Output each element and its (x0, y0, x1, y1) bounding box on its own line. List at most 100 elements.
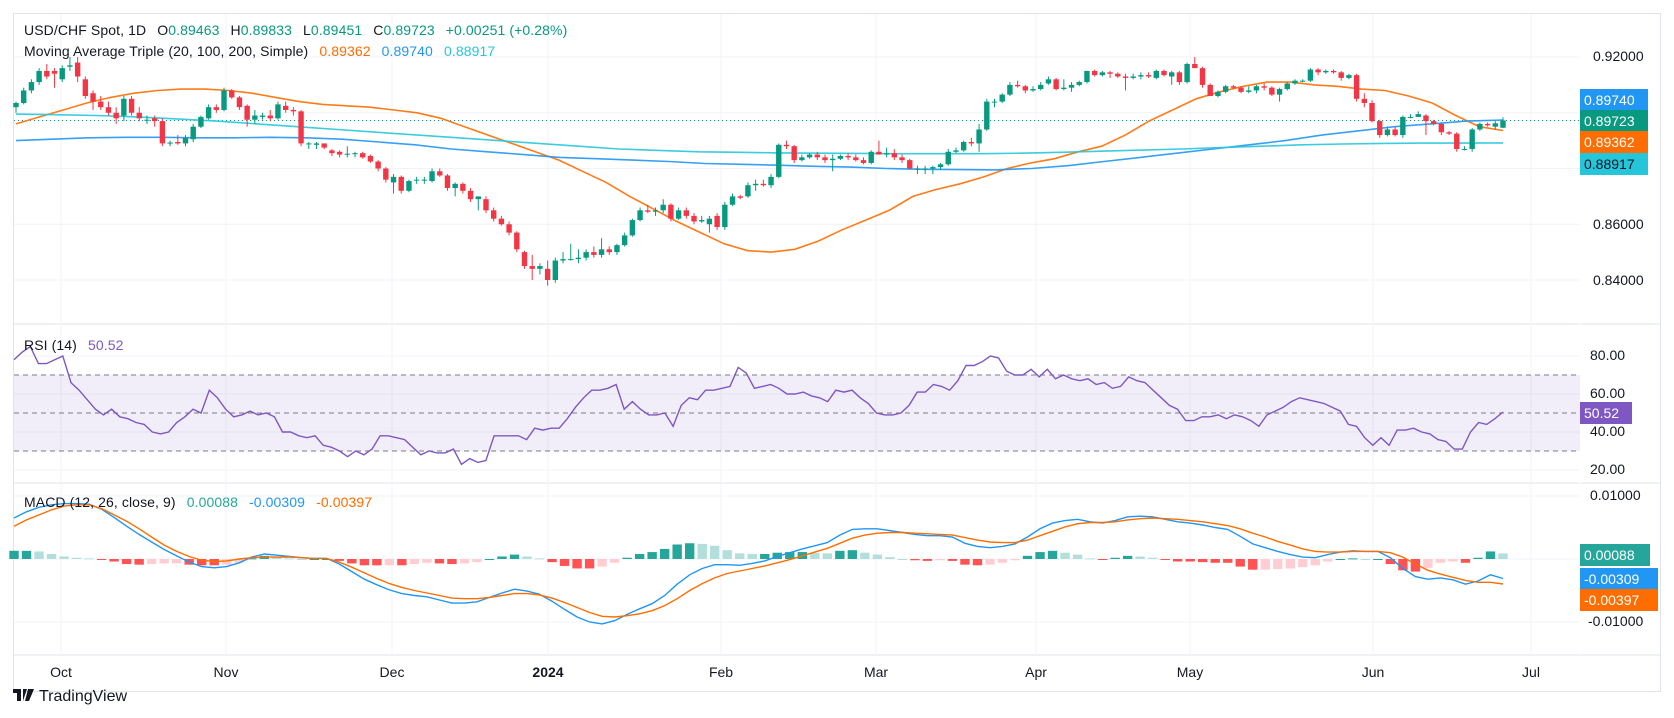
candle-body (560, 259, 566, 261)
macd-histogram-bar (935, 559, 945, 561)
macd-signal-value: -0.00397 (316, 494, 373, 510)
macd-histogram-bar (559, 559, 570, 566)
candle-body (306, 143, 312, 145)
candle-body (51, 70, 58, 74)
macd-histogram-bar (1373, 559, 1383, 560)
macd-histogram-bar (171, 559, 182, 564)
change-value: +0.00251 (+0.28%) (445, 22, 568, 38)
macd-histogram-bar (872, 554, 883, 559)
macd-histogram-bar (121, 559, 132, 565)
macd-histogram-bar (272, 557, 282, 559)
rsi-tick: 60.00 (1590, 385, 1626, 401)
macd-histogram-bar (609, 559, 620, 563)
symbol-legend: USD/CHF Spot, 1D O0.89463 H0.89833 L0.89… (24, 22, 574, 38)
high-value: 0.89833 (240, 22, 293, 38)
macd-histogram-bar (860, 552, 870, 559)
candle-body (606, 249, 612, 253)
candle-body (413, 179, 420, 181)
candle-body (1477, 123, 1483, 130)
macd-histogram-bar (1097, 559, 1108, 560)
candle-body (529, 266, 535, 269)
macd-histogram-bar (1160, 559, 1170, 560)
macd-histogram-bar (1310, 559, 1321, 566)
candle-body (1292, 80, 1298, 84)
price-tick: 0.84000 (1593, 272, 1644, 288)
candle-body (267, 115, 273, 119)
candle-body (1484, 123, 1491, 126)
candle-body (1253, 86, 1260, 91)
rsi-legend: RSI (14) 50.52 (24, 337, 130, 353)
candle-body (621, 235, 628, 246)
close-label: C (373, 22, 384, 38)
candle-body (652, 210, 659, 212)
candle-body (1384, 129, 1391, 136)
rsi-line (13, 345, 1504, 466)
candle-body (544, 268, 551, 280)
candle-body (275, 104, 281, 119)
candle-body (236, 97, 243, 108)
candle-body (1192, 63, 1198, 69)
macd-histogram-bar (1198, 559, 1208, 563)
tradingview-logo[interactable]: TradingView (13, 688, 127, 706)
candle-body (1022, 86, 1029, 91)
ma100-value: 0.89740 (381, 43, 433, 59)
macd-histogram-bar (297, 559, 307, 560)
macd-histogram-bar (910, 559, 920, 561)
macd-histogram-bar (1022, 555, 1033, 559)
macd-histogram-bar (634, 553, 645, 559)
candle-body (344, 153, 350, 155)
macd-histogram-bar (146, 559, 157, 565)
macd-histogram-bar (1360, 559, 1371, 560)
macd-histogram-bar (409, 559, 420, 565)
candle-body (213, 107, 220, 110)
time-label-apr: Apr (1025, 664, 1047, 680)
macd-histogram-bar (434, 559, 445, 564)
candle-body (1461, 148, 1468, 150)
candle-body (1207, 84, 1213, 97)
candle-body (244, 105, 250, 120)
candle-body (853, 157, 859, 161)
candle-body (113, 112, 119, 119)
time-label-oct: Oct (50, 664, 72, 680)
symbol-title[interactable]: USD/CHF Spot, 1D (24, 22, 147, 38)
rsi-tick: 80.00 (1590, 347, 1626, 363)
candle-body (729, 196, 736, 205)
candle-body (1330, 70, 1337, 73)
macd-hist-tag: 0.00088 (1580, 544, 1650, 566)
candle-body (1307, 69, 1314, 81)
macd-histogram-bar (1423, 559, 1433, 568)
ma-legend: Moving Average Triple (20, 100, 200, Sim… (24, 43, 502, 59)
rsi-legend-label[interactable]: RSI (14) (24, 337, 77, 353)
candle-body (876, 151, 882, 155)
candle-body (521, 252, 528, 267)
candle-body (575, 257, 582, 260)
candle-body (375, 161, 381, 169)
ma-legend-label[interactable]: Moving Average Triple (20, 100, 200, Sim… (24, 43, 309, 59)
macd-histogram-bar (247, 558, 257, 560)
candle-body (105, 107, 112, 113)
candle-body (1169, 72, 1175, 77)
macd-histogram-bar (584, 559, 595, 569)
macd-legend-label[interactable]: MACD (12, 26, close, 9) (24, 494, 176, 510)
macd-histogram-bar (359, 559, 370, 566)
macd-histogram-bar (384, 559, 395, 566)
rsi-value: 50.52 (87, 337, 124, 353)
candle-body (822, 157, 828, 161)
candle-body (74, 62, 81, 77)
candle-body (1430, 121, 1437, 124)
macd-line-tag: -0.00309 (1580, 568, 1658, 590)
macd-tick: 0.01000 (1590, 487, 1641, 503)
macd-histogram-bar (985, 559, 995, 565)
macd-histogram-bar (1047, 550, 1058, 559)
candle-body (1377, 121, 1383, 136)
macd-histogram-bar (21, 550, 32, 559)
macd-histogram-bar (347, 559, 357, 564)
candle-body (845, 155, 851, 158)
candle-body (21, 90, 27, 103)
macd-histogram-bar (1298, 559, 1308, 568)
candle-body (629, 220, 636, 236)
macd-histogram-bar (647, 552, 657, 559)
time-label-jun: Jun (1361, 664, 1385, 680)
candle-body (59, 68, 65, 80)
